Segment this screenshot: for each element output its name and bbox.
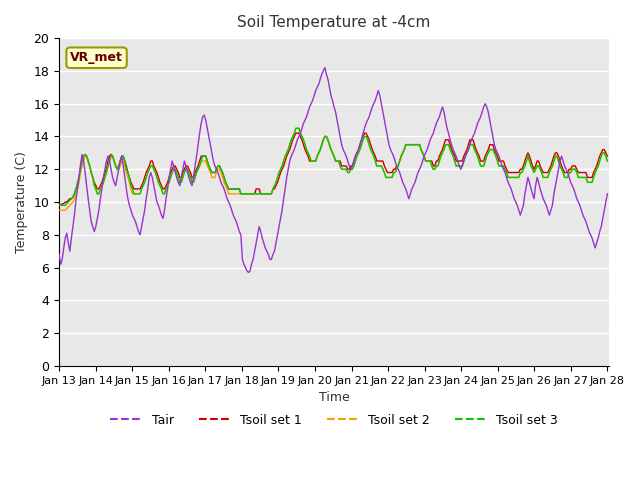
Y-axis label: Temperature (C): Temperature (C) [15,151,28,253]
Title: Soil Temperature at -4cm: Soil Temperature at -4cm [237,15,431,30]
Legend: Tair, Tsoil set 1, Tsoil set 2, Tsoil set 3: Tair, Tsoil set 1, Tsoil set 2, Tsoil se… [106,409,563,432]
Text: VR_met: VR_met [70,51,123,64]
X-axis label: Time: Time [319,391,349,404]
